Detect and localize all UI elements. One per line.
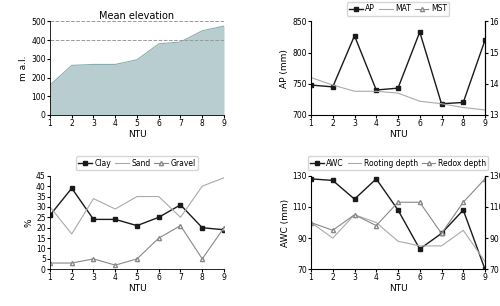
Redox depth	[482, 177, 488, 181]
Clay	[134, 224, 140, 227]
AP	[330, 85, 336, 89]
Gravel	[90, 257, 96, 261]
MAT	[417, 99, 423, 103]
Sand	[156, 195, 162, 198]
MAT	[308, 76, 314, 79]
Clay	[178, 203, 184, 207]
Y-axis label: %: %	[24, 218, 34, 227]
Clay	[156, 215, 162, 219]
Clay	[199, 226, 205, 230]
Rooting depth	[308, 221, 314, 224]
Gravel	[199, 257, 205, 261]
Legend: AWC, Rooting depth, Redox depth: AWC, Rooting depth, Redox depth	[308, 156, 488, 170]
Y-axis label: m a.l.: m a.l.	[20, 55, 28, 81]
X-axis label: NTU: NTU	[128, 129, 146, 139]
Sand	[221, 176, 227, 180]
Redox depth	[373, 224, 380, 227]
Gravel	[156, 236, 162, 240]
Rooting depth	[417, 244, 423, 248]
AWC	[395, 208, 401, 212]
AWC	[417, 247, 423, 251]
Redox depth	[330, 229, 336, 232]
Clay	[90, 218, 96, 221]
Line: Sand: Sand	[50, 178, 224, 234]
Y-axis label: AP (mm): AP (mm)	[280, 49, 289, 88]
AWC	[308, 177, 314, 181]
AWC	[330, 179, 336, 182]
Gravel	[47, 261, 53, 265]
Gravel	[134, 257, 140, 261]
Redox depth	[460, 200, 466, 204]
Line: MAT: MAT	[311, 77, 485, 110]
Redox depth	[438, 232, 444, 235]
Sand	[69, 232, 75, 236]
AWC	[373, 177, 380, 181]
MAT	[352, 89, 358, 93]
Line: Redox depth: Redox depth	[309, 177, 487, 236]
AP	[308, 83, 314, 87]
Redox depth	[352, 213, 358, 217]
Line: AP: AP	[309, 30, 487, 106]
Sand	[47, 205, 53, 209]
Sand	[199, 184, 205, 188]
Title: Mean elevation: Mean elevation	[100, 11, 174, 21]
Clay	[69, 186, 75, 190]
MAT	[482, 108, 488, 112]
AWC	[352, 197, 358, 201]
Rooting depth	[460, 229, 466, 232]
Gravel	[69, 261, 75, 265]
X-axis label: NTU: NTU	[128, 284, 146, 293]
Y-axis label: AWC (mm): AWC (mm)	[280, 199, 289, 247]
Clay	[221, 228, 227, 232]
Line: AWC: AWC	[309, 177, 487, 271]
AP	[438, 102, 444, 106]
Line: Clay: Clay	[48, 186, 226, 232]
AP	[373, 88, 380, 92]
Redox depth	[308, 221, 314, 224]
AP	[460, 101, 466, 104]
MAT	[373, 89, 380, 93]
Sand	[112, 207, 118, 211]
AP	[395, 86, 401, 90]
Rooting depth	[352, 213, 358, 217]
Line: Gravel: Gravel	[48, 224, 226, 267]
X-axis label: NTU: NTU	[388, 129, 407, 139]
Clay	[47, 213, 53, 217]
Legend: AP, MAT, MST: AP, MAT, MST	[347, 2, 449, 16]
Sand	[178, 215, 184, 219]
Rooting depth	[438, 244, 444, 248]
Gravel	[112, 263, 118, 267]
X-axis label: NTU: NTU	[388, 284, 407, 293]
MAT	[395, 91, 401, 95]
Line: Rooting depth: Rooting depth	[311, 215, 485, 262]
AWC	[460, 208, 466, 212]
MAT	[330, 83, 336, 87]
Rooting depth	[482, 260, 488, 263]
MAT	[438, 102, 444, 106]
AP	[417, 30, 423, 34]
Clay	[112, 218, 118, 221]
Redox depth	[395, 200, 401, 204]
AWC	[482, 267, 488, 271]
MAT	[460, 106, 466, 109]
Rooting depth	[395, 239, 401, 243]
Rooting depth	[373, 221, 380, 224]
Gravel	[178, 224, 184, 227]
Redox depth	[417, 200, 423, 204]
Rooting depth	[330, 236, 336, 240]
Sand	[134, 195, 140, 198]
AP	[482, 38, 488, 42]
Sand	[90, 197, 96, 200]
Legend: Clay, Sand, Gravel: Clay, Sand, Gravel	[76, 156, 198, 170]
Gravel	[221, 226, 227, 230]
AWC	[438, 232, 444, 235]
AP	[352, 34, 358, 38]
